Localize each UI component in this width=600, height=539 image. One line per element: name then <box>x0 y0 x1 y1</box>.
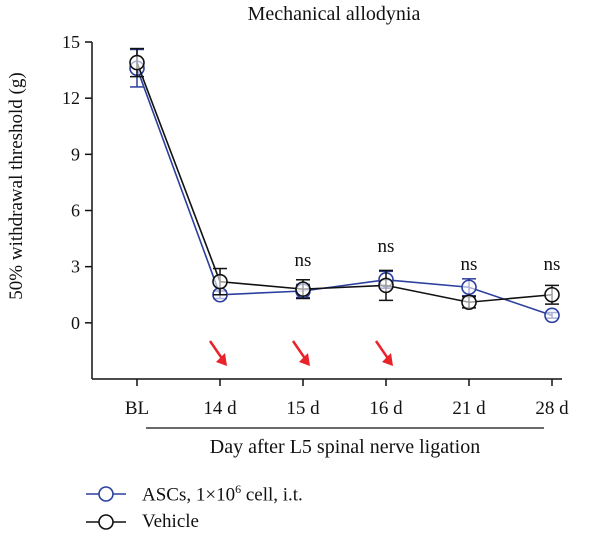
data-point <box>461 294 477 311</box>
legend-marker-vehicle <box>86 514 126 530</box>
treatment-arrow-head <box>216 353 227 366</box>
y-axis-ticks: 0 3 6 9 12 15 <box>62 32 92 333</box>
legend-label-ascs: ASCs, 1×106 cell, i.t. <box>142 481 303 506</box>
x-axis-ticks: BL 14 d 15 d 16 d 21 d 28 d <box>125 379 569 419</box>
legend-item-vehicle: Vehicle <box>84 509 199 535</box>
treatment-arrows <box>208 340 393 366</box>
treatment-arrow-head <box>382 353 393 366</box>
y-tick-label: 9 <box>71 144 80 164</box>
data-point <box>295 281 311 297</box>
y-tick-label: 15 <box>62 32 80 52</box>
series-vehicle <box>129 47 560 311</box>
significance-label: ns <box>461 254 478 275</box>
significance-label: ns <box>544 254 561 275</box>
x-tick-label: 21 d <box>452 398 486 419</box>
series-line <box>136 62 553 304</box>
treatment-arrow-shaft <box>208 340 225 361</box>
series-line <box>136 67 553 317</box>
data-point <box>544 307 560 324</box>
data-point <box>461 279 477 296</box>
chart-title: Mechanical allodynia <box>248 3 421 25</box>
y-tick-label: 3 <box>71 257 80 277</box>
x-tick-label: 16 d <box>369 398 403 419</box>
significance-label: ns <box>295 250 312 271</box>
data-point <box>212 273 228 290</box>
legend-label-vehicle: Vehicle <box>142 511 199 532</box>
legend-marker-ascs <box>86 486 126 502</box>
x-tick-label: 14 d <box>203 398 237 419</box>
x-tick-label: BL <box>125 398 149 419</box>
y-tick-label: 0 <box>71 313 80 333</box>
significance-annotations: ns ns ns ns <box>295 236 561 275</box>
series-layer <box>129 47 560 324</box>
x-tick-label: 15 d <box>286 398 320 419</box>
data-point <box>544 286 560 303</box>
y-tick-label: 6 <box>71 201 80 221</box>
series-ascs <box>129 48 560 324</box>
treatment-arrow-shaft <box>374 340 391 361</box>
y-tick-label: 12 <box>62 88 80 108</box>
data-point <box>378 277 394 294</box>
x-tick-label: 28 d <box>535 398 569 419</box>
treatment-arrow-head <box>299 353 310 366</box>
significance-label: ns <box>378 236 395 257</box>
legend-item-ascs: ASCs, 1×106 cell, i.t. <box>84 481 303 507</box>
treatment-arrow-shaft <box>291 340 308 361</box>
y-axis-label: 50% withdrawal threshold (g) <box>6 72 27 299</box>
data-point <box>129 54 145 71</box>
x-axis-label: Day after L5 spinal nerve ligation <box>210 436 480 458</box>
